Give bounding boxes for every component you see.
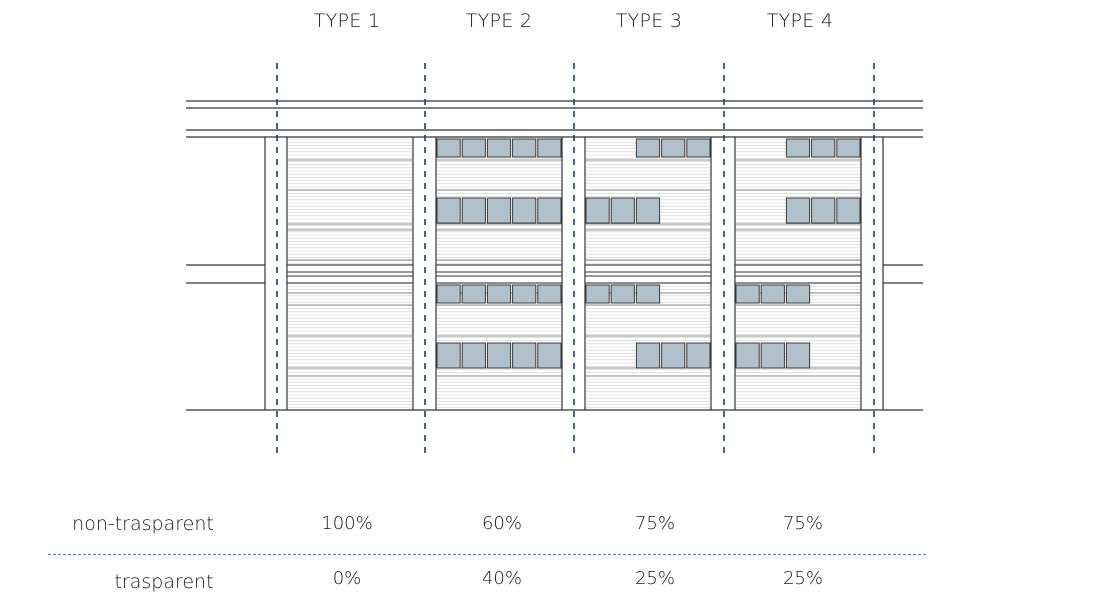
glazed-window (461, 284, 486, 304)
glazed-window (785, 284, 811, 304)
glazed-window (486, 197, 512, 224)
floor-slab-band (286, 264, 414, 284)
glazed-window (760, 284, 785, 304)
glazed-window (661, 138, 686, 158)
type-4-transparent-value: 25% (782, 568, 823, 589)
type-4-non-transparent-value: 75% (782, 513, 823, 534)
floor-slab-band (734, 264, 862, 284)
glazed-window (635, 138, 661, 158)
type-3-title: TYPE 3 (615, 10, 683, 32)
glazed-window (436, 197, 461, 224)
glazed-window (785, 342, 811, 369)
glazed-window (461, 197, 486, 224)
non-transparent-label: non-trasparent (72, 513, 214, 535)
glazed-window (635, 342, 661, 369)
glazed-window (760, 342, 785, 369)
type-1-transparent-value: 0% (332, 568, 362, 589)
glazed-window (436, 342, 461, 369)
glazed-window (537, 342, 562, 369)
type-2-title: TYPE 2 (465, 10, 533, 32)
type-3-transparent-value: 25% (634, 568, 675, 589)
glazed-window (585, 197, 610, 224)
row-separator-dashed-line (48, 554, 926, 555)
building-structure (186, 100, 923, 411)
type-1-non-transparent-value: 100% (321, 513, 373, 534)
glazed-window (486, 342, 512, 369)
glazed-window (512, 197, 537, 224)
glazed-window (610, 197, 635, 224)
glazed-window (610, 284, 635, 304)
floor-slab-band (584, 264, 712, 284)
glazed-window (436, 284, 461, 304)
glazed-window (537, 197, 562, 224)
glazed-window (836, 197, 861, 224)
type-2-non-transparent-value: 60% (481, 513, 522, 534)
glazed-window (486, 284, 512, 304)
glazed-window (512, 138, 537, 158)
glazed-window (436, 138, 461, 158)
glazed-window (811, 197, 836, 224)
type-4-title: TYPE 4 (766, 10, 834, 32)
glazed-window (661, 342, 686, 369)
transparent-label: trasparent (114, 571, 214, 593)
glazed-window (461, 138, 486, 158)
glazed-window (635, 284, 661, 304)
glazed-window (512, 284, 537, 304)
glazed-window (537, 284, 562, 304)
glazed-window (785, 138, 811, 158)
type-2-transparent-value: 40% (481, 568, 522, 589)
glazed-window (635, 197, 661, 224)
type-3-non-transparent-value: 75% (634, 513, 675, 534)
glazed-window (486, 138, 512, 158)
glazed-window (686, 342, 711, 369)
glazed-window (461, 342, 486, 369)
facade-elevation-drawing (186, 63, 923, 458)
glazed-window (585, 284, 610, 304)
glazed-window (512, 342, 537, 369)
glazed-window (735, 342, 760, 369)
glazed-window (735, 284, 760, 304)
glazed-window (785, 197, 811, 224)
glazed-window (537, 138, 562, 158)
glazed-window (686, 138, 711, 158)
glazed-window (811, 138, 836, 158)
grid-axes (276, 63, 875, 458)
floor-slab-band (435, 264, 563, 284)
glazed-window (836, 138, 861, 158)
type-1-title: TYPE 1 (313, 10, 381, 32)
